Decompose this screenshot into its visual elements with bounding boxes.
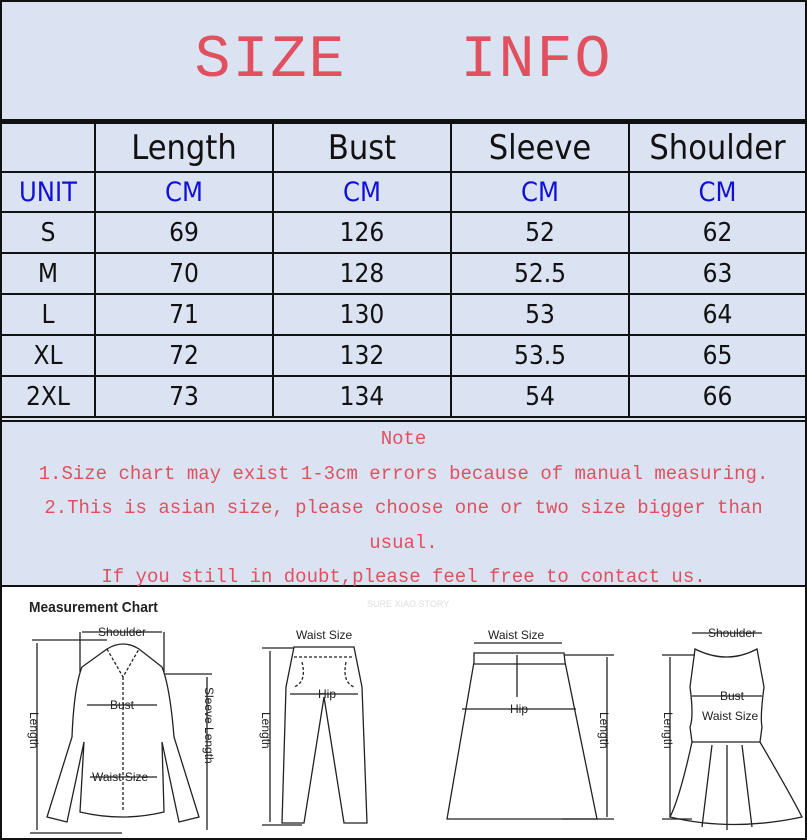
skirt-hip-label: Hip [510,702,528,716]
table-cell: 66 [628,375,805,418]
table-cell: 53 [450,293,630,336]
table-cell: 126 [272,211,452,254]
table-cell: 132 [272,334,452,377]
pants-diagram-icon: Waist Size Hip Length [259,628,368,826]
shirt-shoulder-label: Shoulder [98,625,146,639]
table-row: XL 72 132 53.5 65 [2,334,805,377]
unit-row: UNIT CM CM CM CM [2,171,805,213]
header-cell: Sleeve [450,122,630,173]
note-line: 2.This is asian size, please choose one … [44,497,763,519]
size-table: Length Bust Sleeve Shoulder UNIT CM CM C… [2,122,805,418]
shirt-diagram-icon: Shoulder Bust Waist Size Length Sleeve L… [27,625,216,834]
note-section: Note 1.Size chart may exist 1-3cm errors… [2,420,805,588]
dress-bust-label: Bust [720,689,745,703]
table-cell: 53.5 [450,334,630,377]
unit-cell: CM [94,171,274,213]
table-cell: 62 [628,211,805,254]
measurement-chart-title: Measurement Chart [29,599,158,616]
measurement-chart: Measurement Chart SURE XIAO STORY Should… [2,587,805,838]
dress-shoulder-label: Shoulder [708,626,756,640]
header-cell [2,122,96,173]
dress-length-label: Length [661,712,675,749]
watermark: SURE XIAO STORY [367,599,450,609]
table-cell: 65 [628,334,805,377]
header-cell: Length [94,122,274,173]
note-heading: Note [380,428,427,450]
size-cell: M [2,252,96,295]
size-cell: 2XL [2,375,96,418]
table-cell: 72 [94,334,274,377]
pants-hip-label: Hip [318,687,336,701]
table-cell: 134 [272,375,452,418]
table-cell: 130 [272,293,452,336]
size-cell: XL [2,334,96,377]
table-cell: 128 [272,252,452,295]
table-header-row: Length Bust Sleeve Shoulder [2,122,805,173]
table-cell: 52.5 [450,252,630,295]
shirt-waist-label: Waist Size [92,770,149,784]
dress-waist-label: Waist Size [702,709,759,723]
table-cell: 69 [94,211,274,254]
skirt-waist-label: Waist Size [488,628,545,642]
page-title: SIZE INFO [2,2,805,122]
table-row: 2XL 73 134 54 66 [2,375,805,418]
size-cell: L [2,293,96,336]
unit-cell: CM [628,171,805,213]
size-cell: S [2,211,96,254]
skirt-diagram-icon: Waist Size Hip Length [446,628,614,820]
shirt-bust-label: Bust [110,698,135,712]
table-cell: 52 [450,211,630,254]
pants-waist-label: Waist Size [296,628,353,642]
table-cell: 64 [628,293,805,336]
shirt-sleeve-label: Sleeve Length [202,687,216,764]
table-cell: 63 [628,252,805,295]
unit-cell: CM [450,171,630,213]
table-row: M 70 128 52.5 63 [2,252,805,295]
shirt-length-label: Length [27,712,41,749]
dress-diagram-icon: Shoulder Bust Waist Size Length [661,626,803,830]
header-cell: Shoulder [628,122,805,173]
unit-cell: CM [272,171,452,213]
skirt-length-label: Length [597,712,611,749]
note-line: usual. [369,531,438,554]
header-cell: Bust [272,122,452,173]
table-row: L 71 130 53 64 [2,293,805,336]
unit-cell: UNIT [2,171,96,213]
table-cell: 70 [94,252,274,295]
table-cell: 73 [94,375,274,418]
table-row: S 69 126 52 62 [2,211,805,254]
note-line: 1.Size chart may exist 1-3cm errors beca… [38,462,769,485]
note-line: If you still in doubt,please feel free t… [101,566,706,588]
pants-length-label: Length [259,712,273,749]
table-cell: 54 [450,375,630,418]
table-cell: 71 [94,293,274,336]
